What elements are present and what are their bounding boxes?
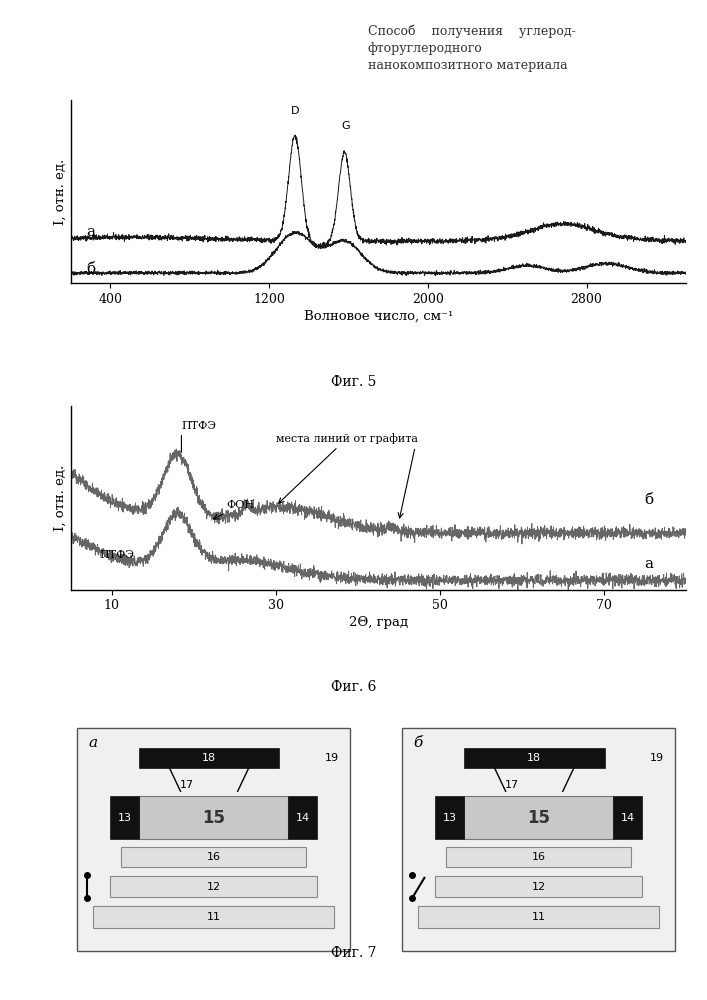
Bar [77, 728, 350, 951]
Text: 18: 18 [527, 753, 542, 763]
Text: 19: 19 [325, 753, 339, 763]
Bar [93, 906, 334, 928]
Text: фторуглеродного: фторуглеродного [368, 42, 482, 55]
Text: б: б [644, 493, 653, 507]
Text: Фиг. 6: Фиг. 6 [331, 680, 376, 694]
Bar [288, 796, 317, 839]
Text: 13: 13 [117, 813, 132, 823]
Bar [418, 906, 660, 928]
Bar [402, 728, 674, 951]
Text: а: а [86, 225, 95, 239]
Text: 16: 16 [532, 852, 546, 862]
Text: D: D [291, 106, 299, 116]
Text: 12: 12 [206, 882, 221, 892]
X-axis label: Волновое число, см⁻¹: Волновое число, см⁻¹ [303, 310, 453, 323]
Text: Фиг. 7: Фиг. 7 [331, 946, 376, 960]
Y-axis label: I, отн. ед.: I, отн. ед. [54, 159, 66, 225]
Text: 14: 14 [621, 813, 635, 823]
Text: ФОН: ФОН [214, 500, 255, 519]
Bar [436, 876, 642, 897]
Text: нанокомпозитного материала: нанокомпозитного материала [368, 59, 567, 72]
Text: 15: 15 [202, 809, 225, 827]
X-axis label: 2Θ, град: 2Θ, град [349, 616, 408, 629]
Text: 17: 17 [180, 780, 194, 790]
Bar [121, 847, 305, 867]
Text: ПТФЭ: ПТФЭ [182, 421, 216, 431]
Text: 18: 18 [202, 753, 216, 763]
Text: 12: 12 [532, 882, 546, 892]
Text: б: б [414, 736, 423, 750]
Bar [613, 796, 642, 839]
Y-axis label: I, отн. ед.: I, отн. ед. [54, 465, 66, 531]
Text: 19: 19 [650, 753, 664, 763]
Text: 11: 11 [206, 912, 221, 922]
Bar [110, 796, 139, 839]
Text: а: а [88, 736, 98, 750]
Text: 15: 15 [527, 809, 550, 827]
Text: Способ    получения    углерод-: Способ получения углерод- [368, 25, 575, 38]
Text: 13: 13 [443, 813, 457, 823]
Bar [139, 748, 279, 768]
Text: 16: 16 [206, 852, 221, 862]
Bar [446, 847, 631, 867]
Text: ПТФЭ: ПТФЭ [100, 550, 134, 560]
Bar [110, 876, 317, 897]
Bar [436, 796, 464, 839]
Text: G: G [341, 121, 350, 131]
Text: Фиг. 5: Фиг. 5 [331, 375, 376, 389]
Bar [464, 748, 604, 768]
Text: места линий от графита: места линий от графита [276, 433, 418, 503]
Text: 14: 14 [296, 813, 310, 823]
Text: 17: 17 [506, 780, 520, 790]
Text: 11: 11 [532, 912, 546, 922]
Bar [139, 796, 288, 839]
Text: б: б [86, 262, 95, 276]
Text: а: а [644, 557, 653, 571]
Bar [464, 796, 613, 839]
